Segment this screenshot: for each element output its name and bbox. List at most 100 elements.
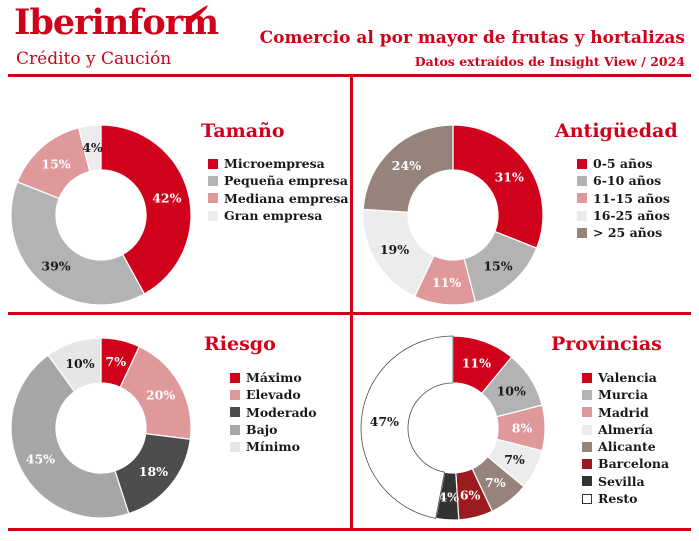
page-subtitle: Datos extraídos de Insight View / 2024 — [414, 54, 685, 69]
riesgo-data-label-2: 18% — [139, 464, 168, 479]
legend-riesgo: Máximo Elevado Moderado Bajo Mínimo — [230, 369, 317, 455]
antiguedad-data-label-4: 24% — [392, 158, 421, 173]
riesgo-legend-item: Moderado — [230, 404, 317, 421]
provincias-data-label-4: 7% — [485, 475, 506, 490]
logo-wordmark: Iberinform — [14, 2, 219, 43]
antiguedad-legend-swatch — [577, 193, 587, 204]
tamano-legend-label: Mediana empresa — [224, 190, 349, 206]
antiguedad-data-label-2: 11% — [432, 275, 461, 290]
provincias-legend-swatch — [582, 459, 592, 470]
chart-title-tamano: Tamaño — [201, 120, 285, 142]
provincias-data-label-1: 10% — [497, 384, 526, 399]
antiguedad-slice-4 — [362, 124, 454, 213]
riesgo-legend-label: Máximo — [246, 370, 302, 385]
riesgo-legend-swatch — [230, 372, 240, 383]
divider-bottom — [8, 528, 691, 531]
antiguedad-data-label-1: 15% — [483, 259, 512, 274]
antiguedad-legend-item: 6-10 años — [577, 172, 670, 189]
antiguedad-legend-swatch — [577, 227, 587, 238]
provincias-legend-item: Madrid — [582, 404, 669, 421]
provincias-legend-label: Almería — [598, 421, 654, 437]
riesgo-legend-item: Máximo — [230, 369, 317, 386]
provincias-legend-swatch — [582, 372, 592, 383]
antiguedad-legend-item: 0-5 años — [577, 155, 670, 172]
provincias-legend-item: Sevilla — [582, 473, 669, 490]
tamano-legend-label: Pequeña empresa — [224, 173, 348, 189]
antiguedad-legend-item: 16-25 años — [577, 207, 670, 224]
divider-top — [8, 74, 691, 77]
provincias-legend-label: Resto — [598, 491, 638, 507]
tamano-data-label-3: 4% — [82, 140, 103, 155]
antiguedad-slice-0 — [452, 124, 544, 249]
tamano-slice-1 — [10, 181, 146, 306]
riesgo-legend-label: Moderado — [246, 404, 317, 420]
tamano-legend-swatch — [208, 158, 218, 169]
tamano-data-label-0: 42% — [152, 191, 181, 206]
provincias-data-label-7: 47% — [370, 414, 399, 429]
riesgo-legend-item: Bajo — [230, 421, 317, 438]
antiguedad-legend-label: 16-25 años — [593, 207, 670, 223]
tamano-legend-swatch — [208, 175, 218, 186]
provincias-legend-swatch — [582, 407, 592, 418]
provincias-legend-label: Sevilla — [598, 473, 645, 489]
divider-middle — [8, 312, 691, 315]
antiguedad-legend-swatch — [577, 175, 587, 186]
antiguedad-data-label-3: 19% — [380, 242, 409, 257]
antiguedad-legend-label: 11-15 años — [593, 190, 670, 206]
provincias-data-label-6: 4% — [438, 489, 459, 504]
provincias-legend-swatch — [582, 441, 592, 452]
provincias-legend-item: Almería — [582, 421, 669, 438]
provincias-legend-label: Madrid — [598, 404, 649, 420]
provincias-legend-item: Murcia — [582, 386, 669, 403]
divider-vertical — [350, 76, 353, 528]
antiguedad-legend-swatch — [577, 158, 587, 169]
riesgo-legend-item: Mínimo — [230, 438, 317, 455]
provincias-legend-swatch — [582, 389, 592, 400]
riesgo-legend-swatch — [230, 407, 240, 418]
provincias-legend-label: Murcia — [598, 387, 648, 403]
chart-title-antiguedad: Antigüedad — [555, 120, 678, 142]
riesgo-legend-label: Bajo — [246, 421, 278, 437]
provincias-data-label-2: 8% — [512, 421, 533, 436]
provincias-legend-swatch — [582, 476, 592, 487]
page-title: Comercio al por mayor de frutas y hortal… — [259, 28, 685, 48]
tamano-slice-0 — [100, 124, 192, 295]
tamano-data-label-2: 15% — [41, 156, 70, 171]
provincias-legend-item: Barcelona — [582, 455, 669, 472]
riesgo-legend-item: Elevado — [230, 386, 317, 403]
chart-title-riesgo: Riesgo — [204, 333, 276, 355]
tamano-legend-item: Microempresa — [208, 155, 349, 172]
riesgo-slice-3 — [10, 354, 130, 519]
riesgo-legend-label: Elevado — [246, 387, 301, 403]
tamano-data-label-1: 39% — [41, 259, 70, 274]
provincias-legend-item: Valencia — [582, 369, 669, 386]
riesgo-legend-label: Mínimo — [246, 439, 300, 455]
antiguedad-legend-label: 6-10 años — [593, 173, 662, 189]
provincias-legend-swatch — [582, 493, 592, 504]
tamano-slice-3 — [77, 124, 102, 173]
riesgo-legend-swatch — [230, 424, 240, 435]
tamano-legend-swatch — [208, 193, 218, 204]
provincias-legend-item: Resto — [582, 490, 669, 507]
tamano-legend-item: Gran empresa — [208, 207, 349, 224]
riesgo-legend-swatch — [230, 389, 240, 400]
tamano-legend-label: Gran empresa — [224, 207, 323, 223]
riesgo-data-label-0: 7% — [106, 354, 127, 369]
antiguedad-legend-item: > 25 años — [577, 224, 670, 241]
logo-tagline: Crédito y Caución — [16, 49, 172, 69]
provincias-legend-label: Alicante — [598, 439, 656, 455]
antiguedad-legend-label: > 25 años — [593, 225, 663, 241]
provincias-data-label-5: 6% — [460, 487, 481, 502]
tamano-legend-item: Pequeña empresa — [208, 172, 349, 189]
riesgo-data-label-4: 10% — [65, 356, 94, 371]
riesgo-data-label-3: 45% — [26, 451, 55, 466]
legend-antiguedad: 0-5 años 6-10 años 11-15 años 16-25 años > 2… — [577, 155, 670, 241]
riesgo-data-label-1: 20% — [146, 388, 175, 403]
provincias-slice-7 — [360, 335, 454, 519]
antiguedad-legend-swatch — [577, 210, 587, 221]
legend-provincias: Valencia Murcia Madrid Almería Alicante Barce… — [582, 369, 669, 507]
antiguedad-data-label-0: 31% — [495, 169, 524, 184]
antiguedad-legend-item: 11-15 años — [577, 190, 670, 207]
riesgo-legend-swatch — [230, 441, 240, 452]
